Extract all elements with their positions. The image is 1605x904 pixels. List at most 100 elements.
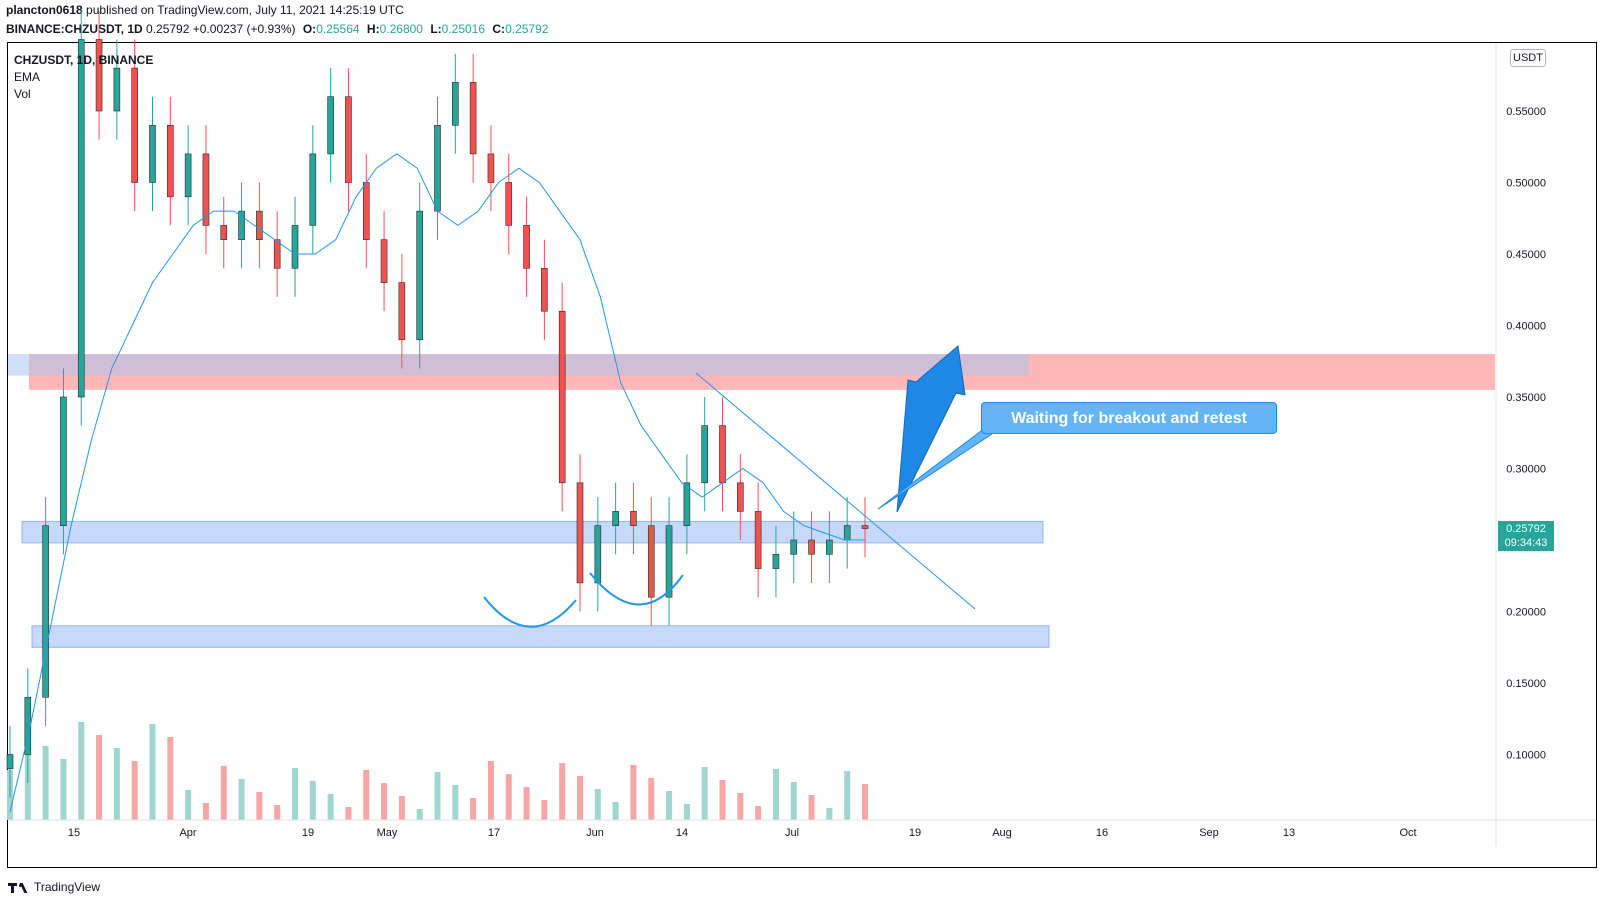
candle-body xyxy=(291,225,299,269)
x-tick-label: Sep xyxy=(1199,827,1219,839)
volume-bar xyxy=(327,794,334,820)
candle-body xyxy=(95,39,103,112)
x-tick-label: Apr xyxy=(179,827,196,839)
candle-body xyxy=(362,182,370,241)
head-shoulders-arc xyxy=(589,572,684,606)
x-tick-label: Aug xyxy=(992,827,1012,839)
volume-bar xyxy=(309,781,316,820)
volume-bar xyxy=(416,809,423,820)
open-value: 0.25564 xyxy=(316,22,360,36)
open-label: O: xyxy=(302,22,317,36)
volume-bar xyxy=(292,768,298,820)
x-tick-label: 15 xyxy=(68,827,80,839)
candle-body xyxy=(505,182,513,226)
candle-body xyxy=(469,82,477,155)
volume-bar xyxy=(345,807,352,820)
volume-bar xyxy=(612,802,619,820)
volume-bar xyxy=(202,803,209,820)
y-tick-label: 0.45000 xyxy=(1506,249,1546,261)
candle-body xyxy=(256,210,263,241)
last-price-label: 0.25792 09:34:43 xyxy=(1498,521,1554,551)
candle-body xyxy=(238,210,245,241)
volume-bar xyxy=(505,774,512,820)
candle-body xyxy=(701,425,708,484)
volume-bar xyxy=(470,798,477,820)
volume-bar xyxy=(772,769,779,820)
volume-bar xyxy=(559,763,566,820)
x-tick-label: 16 xyxy=(1096,827,1108,839)
legend-vol[interactable]: Vol xyxy=(14,87,31,101)
chart-legend: CHZUSDT, 1D, BINANCE EMA Vol xyxy=(14,52,153,103)
x-tick-label: 14 xyxy=(676,827,688,839)
volume-bar xyxy=(630,765,637,820)
volume-bar xyxy=(167,737,174,820)
candle-body xyxy=(398,282,406,341)
candle-body xyxy=(843,525,851,541)
volume-bar xyxy=(683,804,690,820)
candle-body xyxy=(594,525,602,584)
head-shoulders-arc xyxy=(483,596,577,628)
candle-body xyxy=(434,125,441,212)
candle-body xyxy=(131,67,138,183)
volume-bar xyxy=(238,779,245,820)
breakout-arrow[interactable] xyxy=(896,345,966,513)
candle-body xyxy=(60,396,67,526)
candle-body xyxy=(184,153,192,198)
volume-bar xyxy=(577,776,583,820)
y-tick-label: 0.55000 xyxy=(1506,106,1546,118)
close-value: 0.25792 xyxy=(505,22,549,36)
volume-bar xyxy=(381,783,388,820)
candle-body xyxy=(167,125,174,198)
symbol-line: BINANCE:CHZUSDT, 1D xyxy=(6,22,143,36)
high-value: 0.26800 xyxy=(379,22,423,36)
descending-trendline[interactable] xyxy=(695,372,976,610)
support-zone[interactable] xyxy=(21,520,1044,544)
candle-body xyxy=(77,39,85,398)
candle-body xyxy=(630,511,637,526)
legend-title: CHZUSDT, 1D, BINANCE xyxy=(14,53,154,67)
currency-button[interactable]: USDT xyxy=(1510,49,1546,67)
candle-body xyxy=(576,482,584,584)
author-name[interactable]: plancton0618 xyxy=(6,3,83,17)
brand-name: TradingView xyxy=(34,880,101,894)
candle-body xyxy=(309,153,317,226)
volume-bar xyxy=(594,789,601,820)
tradingview-logo-icon xyxy=(8,881,30,894)
volume-bar xyxy=(648,778,655,820)
y-tick-label: 0.35000 xyxy=(1506,392,1546,404)
footer-brand[interactable]: TradingView xyxy=(8,880,100,894)
volume-bar xyxy=(666,791,673,820)
candle-body xyxy=(719,425,726,484)
last-price: 0.25792 xyxy=(146,22,190,36)
candle-body xyxy=(861,525,869,529)
candle-body xyxy=(327,96,334,155)
volume-bar xyxy=(826,808,833,820)
candle-body xyxy=(737,482,744,512)
candle-body xyxy=(772,553,780,569)
candle-body xyxy=(826,539,833,555)
volume-bar xyxy=(434,772,441,820)
volume-bar xyxy=(185,790,192,820)
y-tick-label: 0.50000 xyxy=(1506,178,1546,190)
close-label: C: xyxy=(492,22,506,36)
support-zone[interactable] xyxy=(31,625,1050,648)
resistance-overlay-zone[interactable] xyxy=(8,354,1029,376)
x-tick-label: Oct xyxy=(1399,827,1416,839)
volume-bar xyxy=(220,766,227,820)
x-tick-label: 17 xyxy=(488,827,500,839)
volume-bar xyxy=(541,800,548,820)
volume-bar xyxy=(398,796,405,820)
candle-body xyxy=(647,525,655,598)
low-value: 0.25016 xyxy=(441,22,486,36)
annotation-callout[interactable]: Waiting for breakout and retest xyxy=(981,402,1277,434)
volume-bar xyxy=(862,784,868,820)
high-label: H: xyxy=(366,22,380,36)
volume-bar xyxy=(60,759,67,820)
legend-ema[interactable]: EMA xyxy=(14,70,41,84)
volume-bar xyxy=(701,767,708,820)
volume-bar xyxy=(487,761,494,820)
volume-bar xyxy=(96,735,103,820)
candle-body xyxy=(416,210,423,341)
volume-bar xyxy=(844,771,851,820)
